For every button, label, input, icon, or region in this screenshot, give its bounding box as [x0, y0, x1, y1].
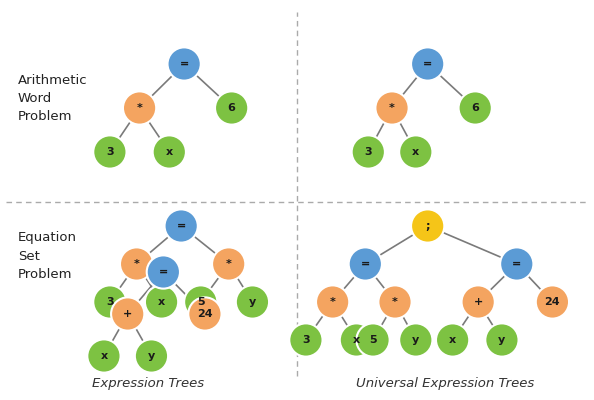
Text: ;: ;	[425, 221, 430, 231]
Text: +: +	[123, 309, 132, 319]
Text: 5: 5	[369, 335, 377, 345]
Ellipse shape	[485, 323, 519, 357]
Ellipse shape	[500, 247, 533, 281]
Text: *: *	[226, 259, 232, 269]
Ellipse shape	[462, 285, 495, 319]
Text: *: *	[389, 103, 395, 113]
Text: y: y	[498, 335, 505, 345]
Text: y: y	[412, 335, 419, 345]
Text: x: x	[412, 147, 419, 157]
Text: 6: 6	[471, 103, 479, 113]
Ellipse shape	[135, 339, 168, 373]
Text: Universal Expression Trees: Universal Expression Trees	[356, 377, 535, 390]
Text: 3: 3	[106, 147, 113, 157]
Ellipse shape	[536, 285, 569, 319]
Ellipse shape	[411, 209, 444, 243]
Ellipse shape	[349, 247, 382, 281]
Ellipse shape	[399, 323, 432, 357]
Text: Arithmetic: Arithmetic	[18, 74, 87, 86]
Ellipse shape	[165, 209, 198, 243]
Ellipse shape	[147, 255, 180, 289]
Text: *: *	[137, 103, 143, 113]
Ellipse shape	[378, 285, 412, 319]
Ellipse shape	[145, 285, 178, 319]
Text: x: x	[166, 147, 173, 157]
Ellipse shape	[215, 91, 248, 125]
Ellipse shape	[459, 91, 492, 125]
Text: =: =	[423, 59, 432, 69]
Text: 3: 3	[365, 147, 372, 157]
Text: x: x	[158, 297, 165, 307]
Ellipse shape	[153, 135, 186, 169]
Ellipse shape	[399, 135, 432, 169]
Text: =: =	[179, 59, 189, 69]
Ellipse shape	[188, 297, 222, 331]
Ellipse shape	[236, 285, 269, 319]
Text: x: x	[449, 335, 456, 345]
Ellipse shape	[356, 323, 390, 357]
Text: Expression Trees: Expression Trees	[93, 377, 204, 390]
Ellipse shape	[411, 47, 444, 81]
Text: y: y	[249, 297, 256, 307]
Text: y: y	[148, 351, 155, 361]
Ellipse shape	[123, 91, 156, 125]
Text: 3: 3	[302, 335, 309, 345]
Ellipse shape	[120, 247, 153, 281]
Ellipse shape	[184, 285, 217, 319]
Text: 5: 5	[197, 297, 204, 307]
Text: *: *	[392, 297, 398, 307]
Text: 24: 24	[197, 309, 213, 319]
Text: =: =	[176, 221, 186, 231]
Text: Problem: Problem	[18, 268, 72, 280]
Ellipse shape	[340, 323, 373, 357]
Text: 6: 6	[228, 103, 236, 113]
Ellipse shape	[93, 135, 127, 169]
Ellipse shape	[352, 135, 385, 169]
Text: *: *	[330, 297, 336, 307]
Ellipse shape	[87, 339, 121, 373]
Text: 24: 24	[545, 297, 560, 307]
Text: =: =	[159, 267, 168, 277]
Text: *: *	[134, 259, 140, 269]
Ellipse shape	[316, 285, 349, 319]
Text: Set: Set	[18, 250, 40, 262]
Ellipse shape	[289, 323, 323, 357]
Text: =: =	[512, 259, 522, 269]
Text: x: x	[353, 335, 360, 345]
Text: Word: Word	[18, 92, 52, 104]
Text: 3: 3	[106, 297, 113, 307]
Text: =: =	[361, 259, 370, 269]
Text: x: x	[100, 351, 108, 361]
Ellipse shape	[375, 91, 409, 125]
Text: +: +	[473, 297, 483, 307]
Text: Equation: Equation	[18, 232, 77, 244]
Ellipse shape	[93, 285, 127, 319]
Ellipse shape	[436, 323, 469, 357]
Ellipse shape	[111, 297, 144, 331]
Text: Problem: Problem	[18, 110, 72, 122]
Ellipse shape	[168, 47, 201, 81]
Ellipse shape	[212, 247, 245, 281]
